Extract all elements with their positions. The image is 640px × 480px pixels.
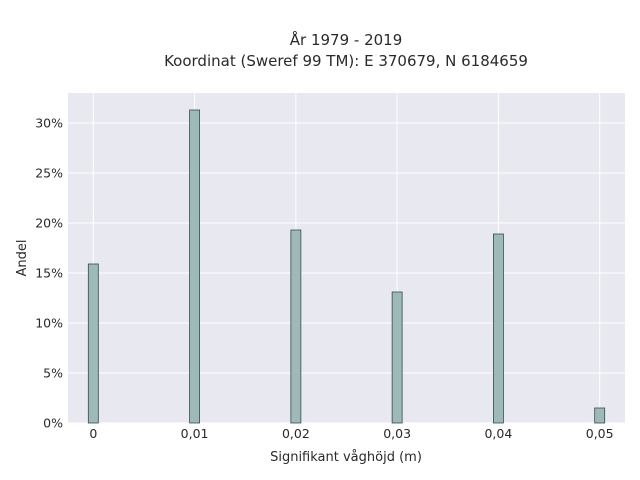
chart-title: År 1979 - 2019: [290, 30, 403, 49]
x-axis-title: Signifikant våghöjd (m): [270, 450, 422, 465]
bar: [391, 291, 403, 424]
x-tick-label: 0,03: [383, 426, 411, 441]
y-tick-label: 15%: [35, 266, 63, 281]
y-tick-label: 20%: [35, 216, 63, 231]
plot-area: [68, 93, 625, 423]
y-tick-label: 25%: [35, 166, 63, 181]
bar: [594, 407, 606, 424]
x-tick-labels: 0 0,01 0,02 0,03 0,04 0,05: [89, 426, 613, 441]
y-tick-labels: 0% 5% 10% 15% 20% 25% 30%: [35, 116, 63, 431]
x-tick-label: 0,05: [586, 426, 614, 441]
y-tick-label: 5%: [43, 366, 63, 381]
x-tick-label: 0,01: [181, 426, 209, 441]
x-tick-label: 0,02: [282, 426, 310, 441]
bar: [493, 233, 504, 424]
chart-subtitle: Koordinat (Sweref 99 TM): E 370679, N 61…: [164, 52, 528, 70]
y-tick-label: 30%: [35, 116, 63, 131]
x-tick-label: 0,04: [484, 426, 512, 441]
bar: [189, 109, 200, 424]
x-tick-label: 0: [89, 426, 97, 441]
bars: [87, 109, 606, 424]
bar: [290, 229, 302, 424]
bar: [87, 263, 99, 424]
y-axis-title: Andel: [15, 240, 30, 277]
y-tick-label: 0%: [43, 416, 63, 431]
y-tick-label: 10%: [35, 316, 63, 331]
